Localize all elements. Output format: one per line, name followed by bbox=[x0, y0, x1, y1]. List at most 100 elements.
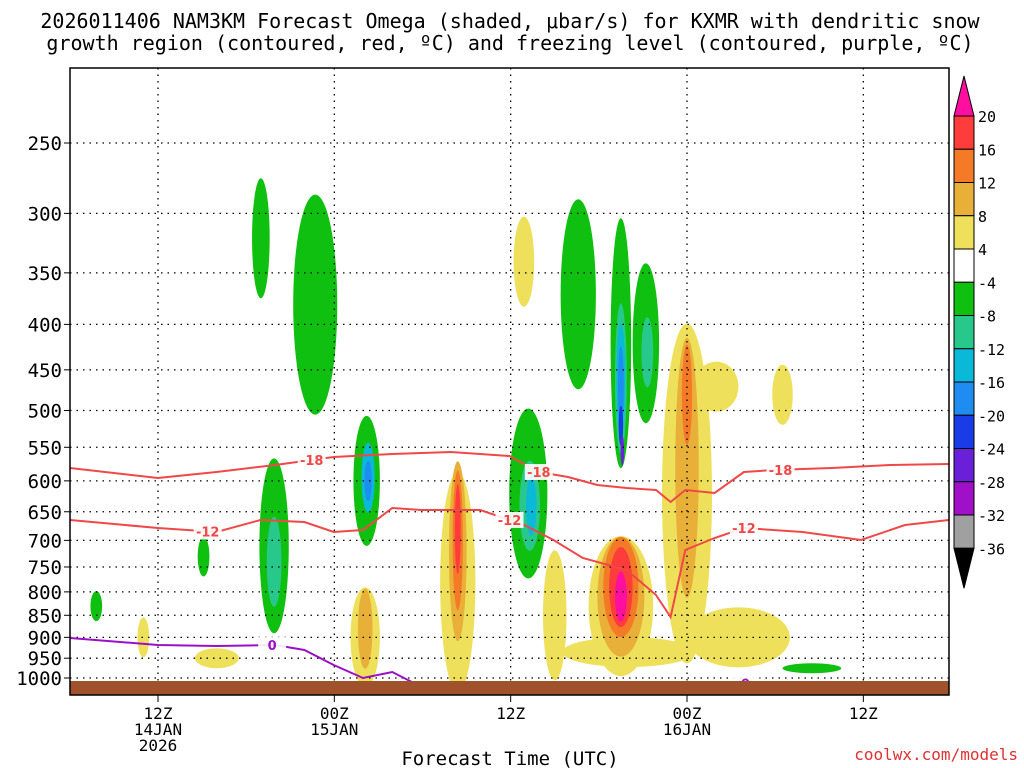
colorbar-label: -28 bbox=[978, 474, 1005, 492]
colorbar-bin bbox=[953, 448, 975, 483]
omega-green-col-c bbox=[252, 178, 270, 299]
colorbar-bin bbox=[953, 414, 975, 449]
contour-label-dgz-minus-12: -12 bbox=[196, 525, 220, 540]
contour-label-bg bbox=[258, 637, 287, 654]
x-tick-label: 16JAN bbox=[663, 720, 711, 739]
omega-gold-b bbox=[357, 588, 373, 669]
omega-yellow-l bbox=[772, 364, 793, 425]
y-tick-label: 700 bbox=[28, 530, 62, 552]
colorbar-label: -24 bbox=[978, 441, 1005, 459]
chart-title-line-1: 2026011406 NAM3KM Forecast Omega (shaded… bbox=[40, 9, 980, 33]
x-tick-label: 12Z bbox=[496, 704, 525, 723]
colorbar-top-triangle bbox=[953, 75, 975, 117]
omega-deepblue-b bbox=[618, 405, 624, 446]
contour-label-dgz-minus-12: -12 bbox=[498, 514, 522, 529]
y-tick-label: 1000 bbox=[16, 668, 62, 690]
colorbar-label: -20 bbox=[978, 407, 1005, 425]
contour-label-bg bbox=[193, 523, 222, 540]
colorbar-label: 16 bbox=[978, 141, 996, 159]
contour-label-dgz-minus-12: -12 bbox=[732, 522, 756, 537]
colorbar-label: 20 bbox=[978, 108, 996, 126]
omega-yellow-d bbox=[542, 550, 567, 681]
omega-yellow-j bbox=[194, 648, 239, 669]
contour-dgz-minus-12 bbox=[70, 506, 949, 620]
omega-teal-d bbox=[641, 317, 654, 388]
colorbar-bin bbox=[953, 215, 975, 250]
x-tick-label: 00Z bbox=[320, 704, 349, 723]
y-tick-label: 300 bbox=[28, 203, 62, 225]
omega-yellow-g bbox=[687, 607, 790, 668]
colorbar-label: -36 bbox=[978, 540, 1005, 558]
colorbar-bin bbox=[953, 381, 975, 416]
colorbar-bin bbox=[953, 481, 975, 516]
omega-cyan-b bbox=[526, 475, 537, 536]
x-axis-title: Forecast Time (UTC) bbox=[401, 748, 618, 768]
x-tick-label: 12Z bbox=[144, 704, 173, 723]
omega-blue-b bbox=[617, 346, 624, 427]
y-tick-label: 450 bbox=[28, 360, 62, 382]
chart-title-line-2: growth region (contoured, red, ºC) and f… bbox=[46, 31, 973, 55]
colorbar-bin bbox=[953, 315, 975, 350]
omega-green-blob-m bbox=[197, 536, 210, 577]
x-tick-label: 15JAN bbox=[310, 720, 358, 739]
colorbar-label: 12 bbox=[978, 175, 996, 193]
contour-label-dgz-minus-18: -18 bbox=[527, 466, 551, 481]
y-tick-label: 900 bbox=[28, 627, 62, 649]
grid-lines bbox=[70, 68, 949, 695]
omega-green-blob-lr bbox=[782, 663, 842, 674]
colorbar-label: -12 bbox=[978, 341, 1005, 359]
y-tick-label: 400 bbox=[28, 314, 62, 336]
colorbar-bin bbox=[953, 115, 975, 150]
y-axis: 2503003504004505005506006507007508008509… bbox=[16, 133, 70, 690]
x-tick-label: 14JAN bbox=[134, 720, 182, 739]
colorbar-bin bbox=[953, 514, 975, 549]
omega-yellow-i bbox=[137, 617, 150, 658]
colorbar-label: 4 bbox=[978, 241, 987, 259]
plot-background bbox=[70, 68, 949, 695]
colorbar-label: -32 bbox=[978, 507, 1005, 525]
omega-yellow-k bbox=[694, 361, 739, 412]
omega-green-col-b bbox=[293, 194, 338, 415]
colorbar-bottom-triangle bbox=[953, 547, 975, 589]
omega-red-a bbox=[454, 484, 461, 575]
colorbar: 20 16 12 8 4 -4 -8 -12 -16 -20 -24 -28 -32 -36 bbox=[953, 75, 1005, 589]
omega-gold-d bbox=[675, 337, 699, 598]
y-tick-label: 350 bbox=[28, 263, 62, 285]
y-tick-label: 950 bbox=[28, 648, 62, 670]
contour-label-bg bbox=[766, 461, 795, 478]
contour-label-bg bbox=[524, 464, 553, 480]
colorbar-bin bbox=[953, 348, 975, 383]
contour-label-bg bbox=[554, 727, 582, 743]
x-tick-label: 00Z bbox=[673, 704, 702, 723]
contour-label-dgz-minus-18: -18 bbox=[769, 464, 793, 479]
omega-green-blob-l bbox=[90, 591, 103, 622]
x-tick-label: 12Z bbox=[849, 704, 878, 723]
colorbar-label: 8 bbox=[978, 208, 987, 226]
omega-teal-a bbox=[266, 516, 282, 607]
omega-shading bbox=[90, 178, 842, 693]
contour-label-freezing-level: 0 bbox=[564, 729, 573, 744]
x-tick-label: 2026 bbox=[139, 736, 178, 755]
omega-purple-b bbox=[620, 435, 625, 466]
omega-magenta-c bbox=[614, 571, 627, 622]
plot-frame bbox=[69, 67, 950, 696]
y-tick-label: 550 bbox=[28, 437, 62, 459]
contour-label-bg bbox=[495, 512, 524, 528]
colorbar-label: -8 bbox=[978, 308, 996, 326]
watermark: coolwx.com/models bbox=[854, 745, 1018, 764]
colorbar-bin bbox=[953, 248, 975, 283]
colorbar-bin bbox=[953, 281, 975, 316]
contour-label-freezing-level: 0 bbox=[268, 639, 277, 654]
y-tick-label: 250 bbox=[28, 133, 62, 155]
omega-green-col-f bbox=[560, 199, 596, 390]
colorbar-label: -4 bbox=[978, 274, 996, 292]
omega-orange-d bbox=[681, 344, 693, 445]
y-tick-label: 650 bbox=[28, 502, 62, 524]
y-tick-label: 850 bbox=[28, 605, 62, 627]
terrain-ground bbox=[70, 681, 949, 695]
y-tick-label: 800 bbox=[28, 582, 62, 604]
contour-dgz-minus-18 bbox=[70, 450, 949, 504]
colorbar-bin bbox=[953, 182, 975, 217]
